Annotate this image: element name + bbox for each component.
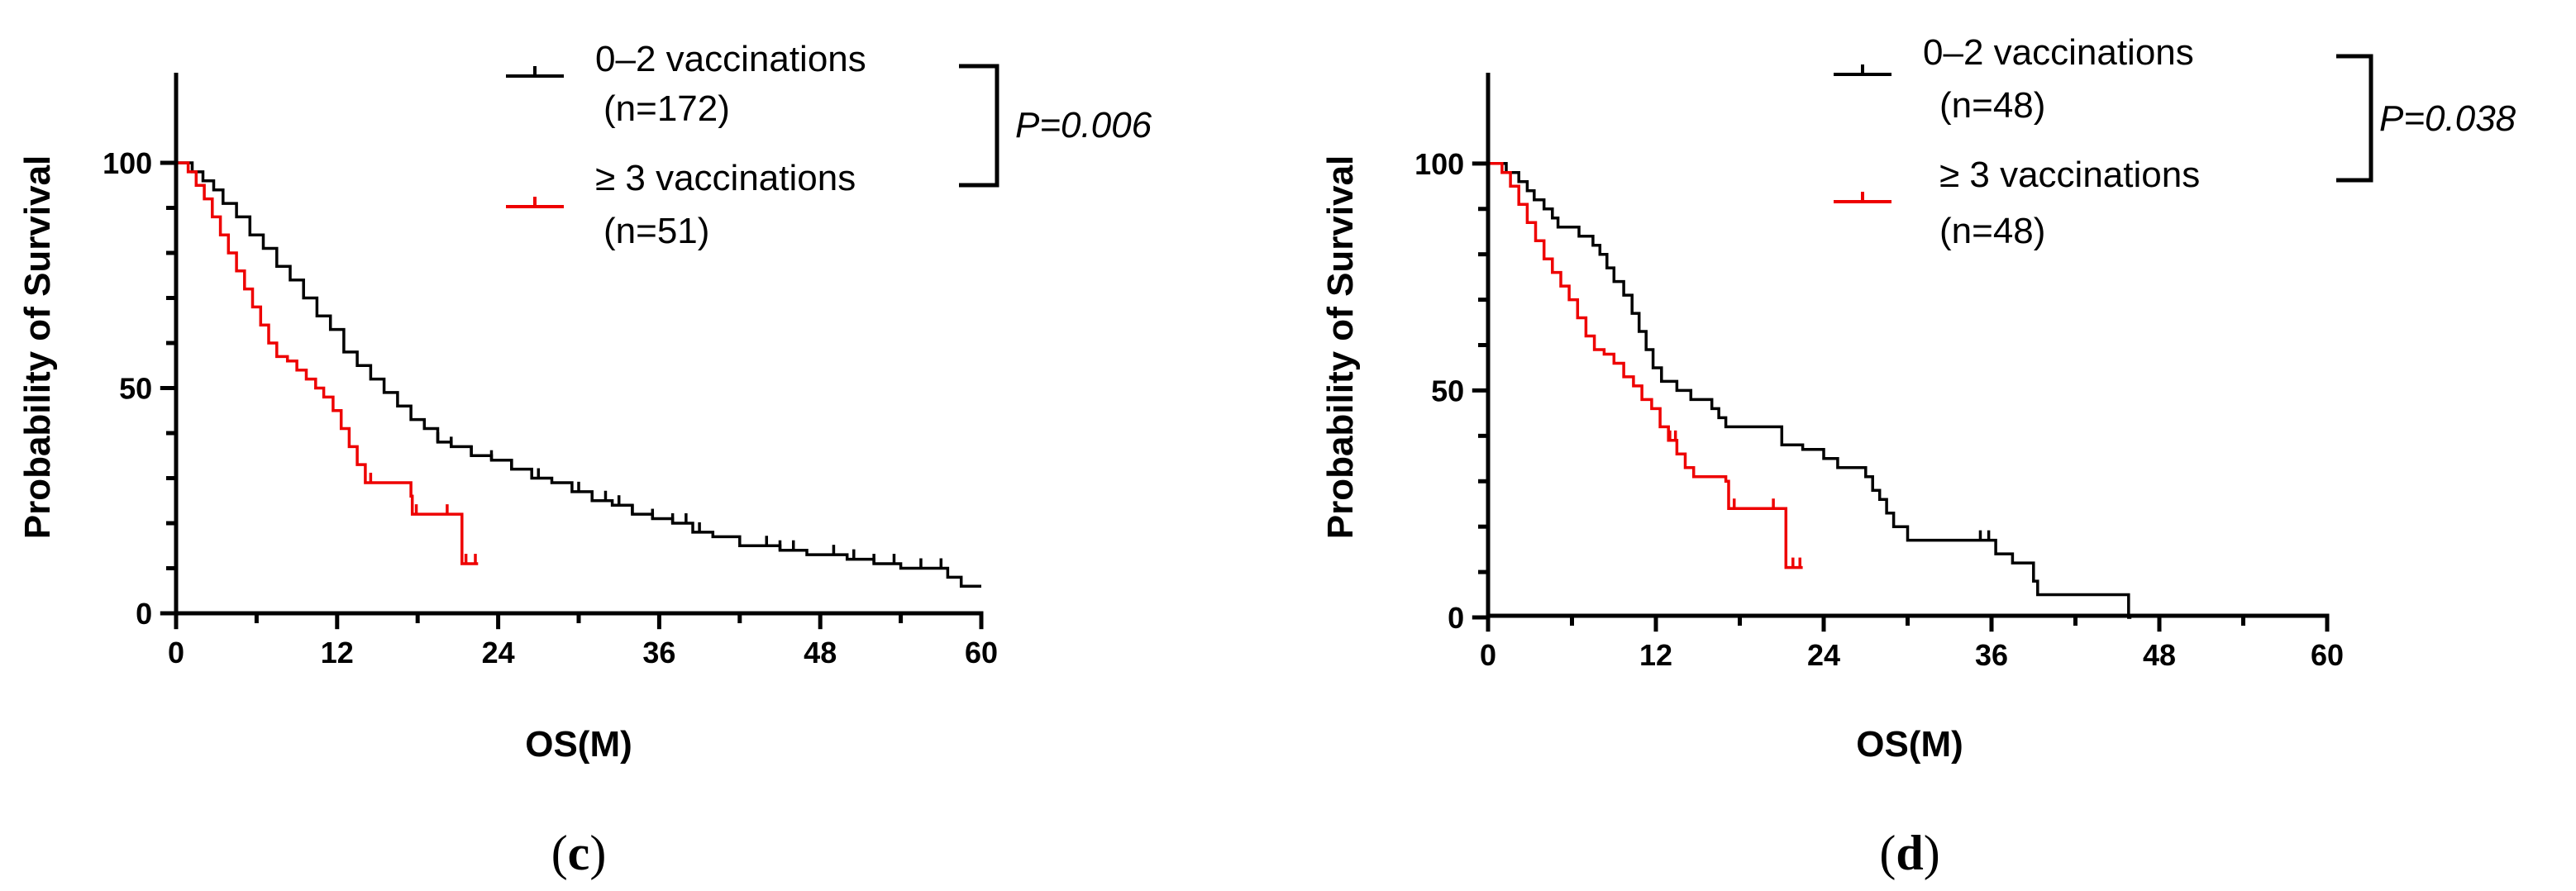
y-tick-label: 50 — [1431, 374, 1464, 407]
x-axis-title: OS(M) — [525, 724, 632, 765]
panel-label: (d) — [1879, 826, 1939, 880]
x-tick-label: 48 — [2143, 638, 2176, 672]
x-tick-label: 24 — [482, 636, 515, 669]
x-tick-label: 0 — [1480, 638, 1496, 672]
x-tick-label: 12 — [1639, 638, 1672, 672]
pvalue-label: P=0.006 — [1015, 105, 1152, 145]
legend: 0–2 vaccinations (n=48) ≥ 3 vaccinations… — [1834, 32, 2516, 251]
axes: 0 12 24 36 48 60 0 50 100 — [103, 73, 998, 669]
survival-curves — [176, 161, 981, 588]
x-tick-label: 48 — [804, 636, 837, 669]
x-tick-label: 36 — [1975, 638, 2008, 672]
plot-area: 0 12 24 36 48 60 0 50 100 — [103, 73, 998, 669]
panel-d: Probability of Survival OS(M) 0–2 vaccin… — [1320, 32, 2516, 880]
km-curve-0-2-vaccinations — [176, 161, 981, 588]
x-tick-label: 60 — [2311, 638, 2344, 672]
y-tick-label: 0 — [136, 597, 152, 631]
x-tick-label: 0 — [168, 636, 184, 669]
legend-label-3plus-vaccinations: ≥ 3 vaccinations — [1939, 155, 2200, 195]
pvalue-bracket — [2336, 54, 2373, 183]
y-tick-label: 100 — [103, 146, 152, 180]
y-axis-title: Probability of Survival — [17, 155, 58, 540]
x-tick-label: 36 — [642, 636, 675, 669]
y-tick-label: 50 — [119, 372, 152, 406]
x-tick-label: 60 — [965, 636, 998, 669]
survival-curves — [1488, 162, 2132, 619]
plot-area: 0 12 24 36 48 60 0 50 100 — [1414, 73, 2344, 672]
legend-label-3plus-vaccinations: ≥ 3 vaccinations — [595, 158, 856, 198]
x-tick-label: 24 — [1807, 638, 1840, 672]
km-curve-3plus-vaccinations — [1488, 162, 1803, 569]
pvalue-bracket — [959, 64, 999, 188]
legend-n-0-2-vaccinations: (n=172) — [603, 88, 730, 129]
legend: 0–2 vaccinations (n=172) ≥ 3 vaccination… — [506, 39, 1152, 251]
y-tick-label: 100 — [1414, 147, 1464, 181]
x-axis-title: OS(M) — [1856, 724, 1963, 765]
legend-label-0-2-vaccinations: 0–2 vaccinations — [1923, 32, 2194, 73]
axes: 0 12 24 36 48 60 0 50 100 — [1414, 73, 2344, 672]
y-axis-title: Probability of Survival — [1320, 155, 1361, 540]
legend-n-3plus-vaccinations: (n=51) — [603, 211, 709, 251]
pvalue-label: P=0.038 — [2379, 98, 2516, 139]
panel-label: (c) — [551, 826, 607, 880]
legend-n-3plus-vaccinations: (n=48) — [1939, 211, 2045, 251]
km-curve-3plus-vaccinations — [176, 161, 479, 565]
legend-label-0-2-vaccinations: 0–2 vaccinations — [595, 39, 866, 79]
panel-c: Probability of Survival OS(M) 0–2 vaccin… — [17, 39, 1152, 880]
legend-n-0-2-vaccinations: (n=48) — [1939, 85, 2045, 126]
km-curve-0-2-vaccinations — [1488, 162, 2132, 619]
y-tick-label: 0 — [1448, 601, 1464, 635]
x-tick-label: 12 — [321, 636, 354, 669]
